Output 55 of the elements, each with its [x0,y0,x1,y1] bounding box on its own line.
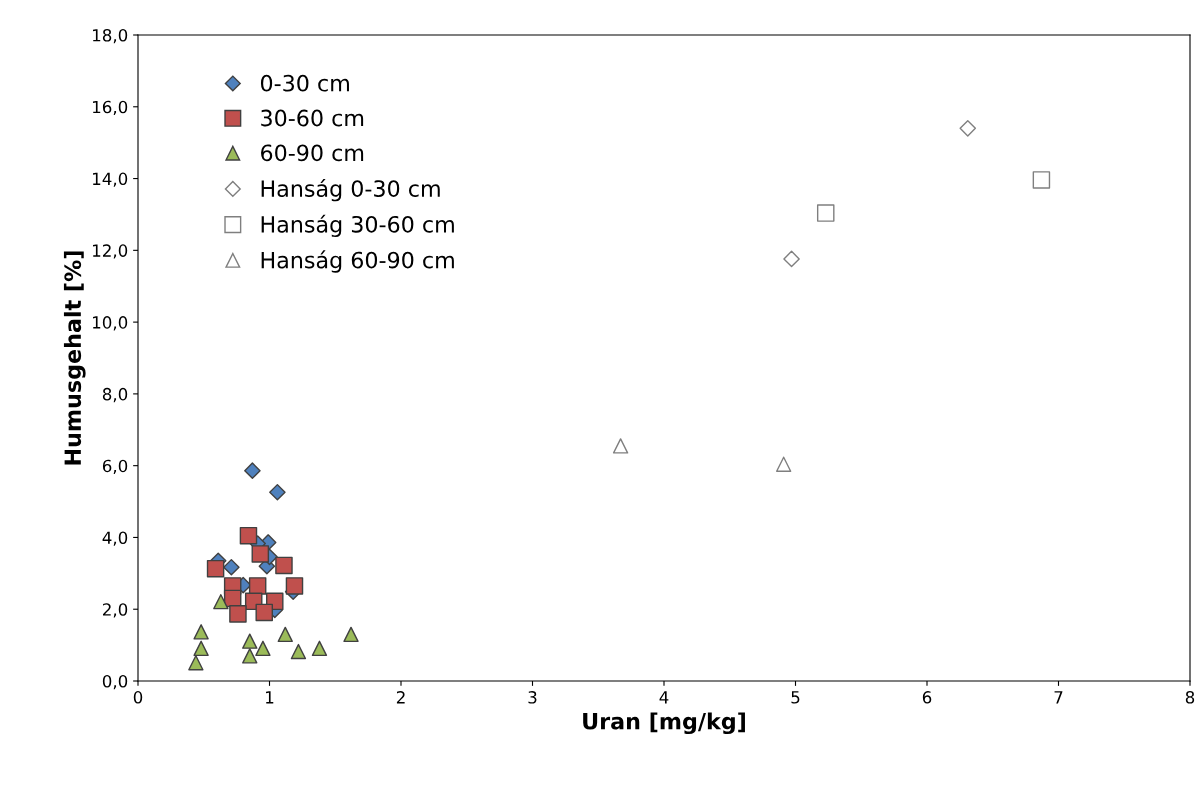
y-tick-label: 8,0 [102,387,128,403]
y-tick-label: 14,0 [93,172,128,187]
point [269,483,286,501]
point [783,250,800,268]
x-axis-title: Uran [mg/kg] [583,712,745,735]
point [343,626,359,643]
point [816,204,835,222]
point [1032,171,1051,189]
legend-label: 30-60 cm [261,109,364,127]
point [255,640,271,657]
x-tick-label: 0 [133,691,143,704]
x-tick-label: 8 [1185,691,1195,704]
point [193,624,209,640]
y-tick-label: 0,0 [102,674,128,690]
point [242,633,258,649]
point [290,643,307,660]
y-tick-label: 2,0 [102,603,128,618]
y-tick-label: 6,0 [102,459,128,474]
x-tick-label: 6 [922,691,932,704]
y-tick-label: 18,0 [93,28,128,44]
point [775,456,792,472]
y-tick-label: 12,0 [93,244,128,259]
point [242,648,258,664]
point [255,603,274,622]
x-tick-label: 2 [396,691,405,704]
point [285,577,304,595]
point [248,577,267,595]
y-axis-title: Humusgehalt [%] [63,251,86,465]
point [206,559,225,578]
point [188,655,204,671]
legend-label: Hanság 0-30 cm [261,178,440,202]
x-tick-label: 3 [528,691,537,704]
y-tick-label: 10,0 [93,316,128,331]
point [229,605,247,623]
point [275,556,293,575]
point [612,438,629,454]
point [223,558,240,576]
point [244,462,261,479]
legend-label: Hanság 60-90 cm [261,250,454,273]
x-tick-label: 7 [1054,691,1063,704]
legend-label: 60-90 cm [261,144,364,162]
y-tick-label: 4,0 [102,531,128,546]
x-tick-label: 4 [659,691,669,704]
legend-label: Hanság 30-60 cm [261,214,454,238]
point [251,545,270,563]
point [213,593,229,610]
legend-label: 0-30 cm [260,74,349,92]
y-tick-label: 16,0 [93,100,128,116]
x-tick-label: 5 [791,691,800,704]
point [311,640,328,657]
x-tick-label: 1 [266,691,274,704]
point [277,626,293,643]
point [959,120,977,137]
point [239,526,258,545]
point [193,640,209,657]
